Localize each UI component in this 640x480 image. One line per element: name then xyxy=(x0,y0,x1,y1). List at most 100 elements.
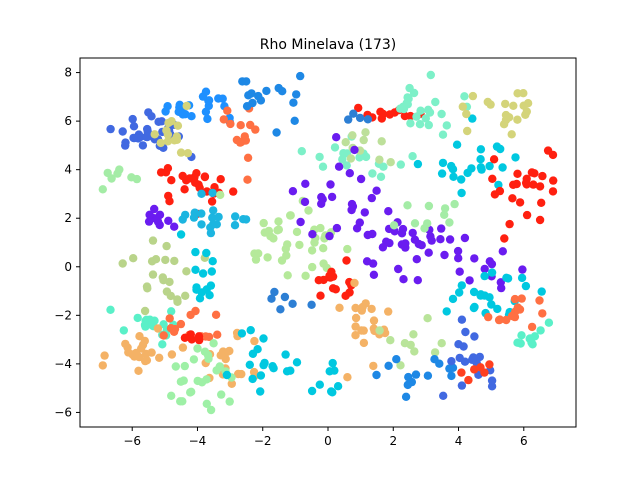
scatter-point xyxy=(283,271,292,280)
scatter-point xyxy=(484,312,493,322)
scatter-point xyxy=(458,102,467,111)
scatter-point xyxy=(469,303,479,313)
scatter-point xyxy=(488,174,497,183)
scatter-point xyxy=(161,107,170,116)
scatter-point xyxy=(448,294,458,304)
scatter-point xyxy=(203,114,212,124)
scatter-point xyxy=(511,153,520,162)
scatter-point xyxy=(517,331,526,340)
scatter-point xyxy=(286,211,295,220)
scatter-point xyxy=(202,399,211,408)
scatter-point xyxy=(410,347,419,356)
scatter-point xyxy=(332,133,341,142)
scatter-point xyxy=(304,206,313,215)
scatter-point xyxy=(401,239,410,248)
scatter-point xyxy=(127,173,136,182)
scatter-point xyxy=(384,361,393,370)
scatter-point xyxy=(207,197,217,206)
scatter-point xyxy=(332,223,342,233)
scatter-point xyxy=(527,322,537,332)
scatter-point xyxy=(537,198,546,207)
scatter-point xyxy=(355,153,364,162)
scatter-point xyxy=(206,228,216,238)
scatter-point xyxy=(180,361,189,371)
scatter-point xyxy=(178,110,187,119)
scatter-point xyxy=(384,207,393,216)
scatter-point xyxy=(455,353,464,363)
scatter-point xyxy=(142,132,152,142)
scatter-point xyxy=(267,294,276,303)
scatter-point xyxy=(159,331,168,340)
scatter-point xyxy=(115,165,124,174)
scatter-point xyxy=(256,387,265,396)
scatter-point xyxy=(237,329,247,338)
scatter-point xyxy=(403,201,412,210)
scatter-point xyxy=(437,339,446,348)
scatter-point xyxy=(269,364,278,373)
scatter-point xyxy=(219,115,228,124)
scatter-point xyxy=(145,210,154,219)
scatter-point xyxy=(131,348,141,358)
scatter-point xyxy=(507,130,516,139)
scatter-point xyxy=(212,366,221,375)
scatter-point xyxy=(522,210,532,220)
scatter-point xyxy=(231,212,240,221)
scatter-point xyxy=(259,334,268,343)
scatter-point xyxy=(173,121,183,130)
scatter-point xyxy=(487,300,496,309)
scatter-point xyxy=(155,353,164,362)
scatter-point xyxy=(191,306,200,316)
scatter-point xyxy=(409,330,418,339)
scatter-point xyxy=(459,342,468,351)
scatter-point xyxy=(330,143,340,152)
scatter-point xyxy=(376,172,386,181)
scatter-point xyxy=(505,219,514,229)
scatter-point xyxy=(207,267,216,276)
scatter-point xyxy=(470,332,479,341)
scatter-point xyxy=(247,89,256,98)
scatter-point xyxy=(518,265,527,274)
scatter-point xyxy=(98,361,108,370)
scatter-point xyxy=(172,132,181,141)
scatter-point xyxy=(191,265,200,274)
scatter-point xyxy=(356,174,366,184)
scatter-point xyxy=(439,391,448,400)
y-tick-label: 4 xyxy=(64,163,72,177)
scatter-point xyxy=(408,228,417,238)
scatter-point xyxy=(129,122,139,131)
x-tick-label: −6 xyxy=(123,434,141,448)
scatter-point xyxy=(208,213,217,222)
scatter-point xyxy=(501,115,511,125)
scatter-point xyxy=(385,110,394,119)
scatter-point xyxy=(527,168,537,177)
scatter-point xyxy=(544,318,554,327)
scatter-point xyxy=(457,175,466,184)
scatter-point xyxy=(543,146,553,155)
scatter-point xyxy=(178,171,187,181)
scatter-point xyxy=(334,162,344,171)
scatter-point xyxy=(341,138,350,147)
scatter-point xyxy=(165,277,174,287)
scatter-point xyxy=(292,358,302,367)
scatter-point xyxy=(359,135,368,145)
scatter-point xyxy=(372,370,381,380)
scatter-point xyxy=(351,313,361,323)
scatter-point xyxy=(202,248,211,258)
scatter-point xyxy=(333,382,343,391)
scatter-point xyxy=(242,102,252,111)
scatter-point xyxy=(461,327,470,337)
x-tick-label: 2 xyxy=(389,434,397,448)
scatter-point xyxy=(197,189,206,198)
scatter-point xyxy=(521,281,531,291)
scatter-point xyxy=(176,377,186,386)
scatter-point xyxy=(292,90,301,99)
scatter-point xyxy=(437,224,446,233)
scatter-point xyxy=(354,103,363,113)
scatter-point xyxy=(397,229,407,238)
scatter-point xyxy=(153,213,162,222)
scatter-point xyxy=(512,179,521,189)
scatter-point xyxy=(413,159,423,169)
scatter-point xyxy=(538,171,547,181)
scatter-point xyxy=(217,390,226,399)
scatter-point xyxy=(238,77,247,86)
